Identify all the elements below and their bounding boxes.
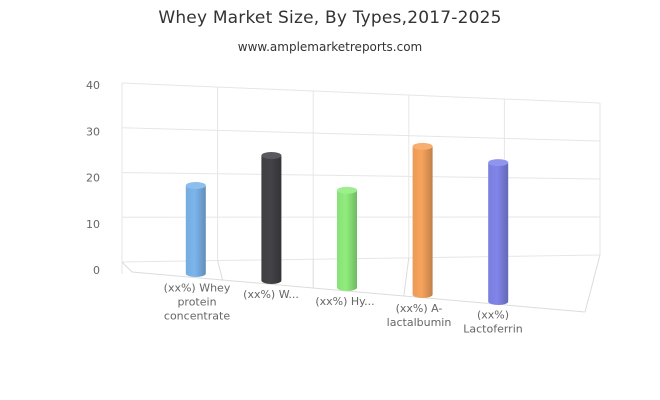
bar-body (412, 146, 433, 298)
x-axis-labels: (xx%) Whey protein concentrate (xx%) W... (x… (164, 281, 523, 335)
bar (412, 142, 433, 298)
chart-title: Whey Market Size, By Types,2017-2025 (158, 8, 502, 28)
x-tick-label: (xx%) A-lactalbumin (387, 302, 452, 329)
bar-top (337, 186, 357, 194)
bar-top (261, 151, 282, 159)
x-tick-label: (xx%) Hy... (315, 295, 374, 308)
bar (488, 159, 509, 305)
chart-subtitle: www.amplemarketreports.com (237, 40, 423, 54)
x-tick-label: (xx%) W... (243, 288, 299, 301)
y-tick-label: 40 (86, 79, 100, 92)
floor-divider (217, 260, 224, 281)
y-axis-ticks: 0 10 20 30 40 (86, 79, 100, 277)
y-tick-label: 0 (93, 264, 100, 277)
bar (185, 182, 206, 277)
bars (185, 142, 509, 305)
gridline (121, 127, 601, 142)
floor-divider (584, 254, 601, 313)
floor-divider (403, 257, 410, 297)
gridline (121, 82, 601, 104)
y-tick-label: 20 (86, 172, 100, 185)
x-tick-label: (xx%) Whey protein concentrate (164, 281, 231, 322)
floor-front-edge (131, 271, 586, 313)
bar-top (488, 159, 509, 167)
bar (337, 186, 357, 291)
bar-body (337, 190, 357, 291)
gridline (121, 172, 601, 180)
y-tick-label: 30 (86, 125, 100, 138)
y-tick-label: 10 (86, 218, 100, 231)
bar-body (261, 155, 282, 284)
bar-top (412, 142, 433, 150)
bar-top (185, 182, 206, 190)
bar-body (488, 162, 509, 305)
bar-body (185, 185, 206, 277)
bar (261, 151, 282, 284)
floor-divider (121, 261, 133, 273)
x-tick-label: (xx%) Lactoferrin (463, 309, 523, 336)
